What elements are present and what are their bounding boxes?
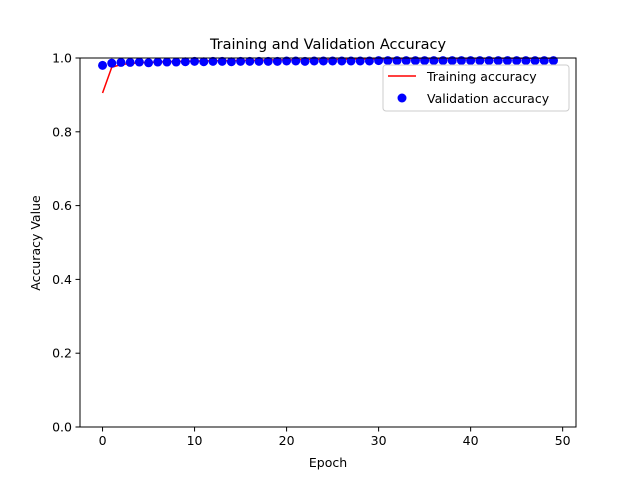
validation-accuracy-point (180, 57, 190, 67)
y-axis-title: Accuracy Value (28, 195, 43, 291)
x-tick-label: 40 (463, 433, 479, 448)
validation-accuracy-point (153, 57, 163, 67)
validation-accuracy-point (521, 56, 531, 66)
validation-accuracy-point (125, 57, 135, 67)
validation-accuracy-point (107, 58, 117, 68)
validation-accuracy-point (309, 56, 319, 66)
validation-accuracy-point (282, 56, 292, 66)
y-tick-label: 1.0 (52, 51, 72, 66)
validation-accuracy-point (456, 56, 466, 66)
validation-accuracy-point (217, 56, 227, 66)
validation-accuracy-point (98, 60, 108, 70)
axis-ticks: 0 10 20 30 40 50 0.0 0.2 0.4 0.6 0.8 1.0 (52, 51, 571, 449)
validation-accuracy-point (263, 56, 273, 66)
validation-accuracy-point (318, 56, 328, 66)
validation-accuracy-point (254, 56, 264, 66)
validation-accuracy-point (355, 56, 365, 66)
validation-accuracy-point (162, 57, 172, 67)
validation-accuracy-point (171, 57, 181, 67)
x-tick-label: 10 (187, 433, 203, 448)
legend-label-validation: Validation accuracy (427, 91, 550, 106)
validation-accuracy-point (548, 56, 558, 66)
x-axis-title: Epoch (309, 455, 347, 470)
legend: Training accuracy Validation accuracy (382, 64, 570, 112)
chart-title: Training and Validation Accuracy (209, 37, 447, 53)
validation-accuracy-point (512, 56, 522, 66)
y-tick-label: 0.6 (52, 198, 72, 213)
validation-accuracy-point (401, 56, 411, 66)
validation-accuracy-point (116, 57, 126, 67)
validation-accuracy-point (337, 56, 347, 66)
validation-accuracy-point (300, 56, 310, 66)
validation-accuracy-point (208, 56, 218, 66)
validation-accuracy-point (199, 57, 209, 67)
validation-accuracy-point (539, 56, 549, 66)
validation-accuracy-point (364, 56, 374, 66)
validation-accuracy-point (530, 56, 540, 66)
axes-frame (79, 57, 577, 428)
validation-accuracy-point (236, 56, 246, 66)
axes-spines (79, 57, 577, 428)
validation-accuracy-point (328, 56, 338, 66)
validation-accuracy-point (447, 56, 457, 66)
validation-accuracy-point (134, 57, 144, 67)
validation-accuracy-point (374, 56, 384, 66)
y-tick-label: 0.8 (52, 124, 72, 139)
x-tick-label: 20 (279, 433, 295, 448)
validation-accuracy-point (392, 56, 402, 66)
validation-accuracy-point (291, 56, 301, 66)
y-tick-label: 0.0 (52, 420, 72, 435)
validation-accuracy-point (466, 56, 476, 66)
validation-accuracy-point (429, 56, 439, 66)
validation-accuracy-point (484, 56, 494, 66)
y-tick-label: 0.2 (52, 346, 72, 361)
validation-accuracy-point (190, 56, 200, 66)
validation-accuracy-point (383, 56, 393, 66)
validation-accuracy-point (346, 56, 356, 66)
validation-accuracy-point (420, 56, 430, 66)
validation-accuracy-point (410, 56, 420, 66)
legend-box (382, 64, 570, 112)
validation-accuracy-point (493, 56, 503, 66)
validation-accuracy-point (226, 57, 236, 67)
validation-accuracy-point (475, 56, 485, 66)
validation-accuracy-point (272, 56, 282, 66)
legend-label-training: Training accuracy (426, 69, 537, 84)
validation-accuracy-point (438, 56, 448, 66)
x-tick-label: 0 (99, 433, 107, 448)
validation-accuracy-point (144, 58, 154, 68)
validation-accuracy-point (502, 56, 512, 66)
validation-accuracy-point (245, 56, 255, 66)
y-tick-label: 0.4 (52, 272, 72, 287)
legend-swatch-validation (397, 93, 407, 103)
x-tick-label: 50 (555, 433, 571, 448)
x-tick-label: 30 (371, 433, 387, 448)
